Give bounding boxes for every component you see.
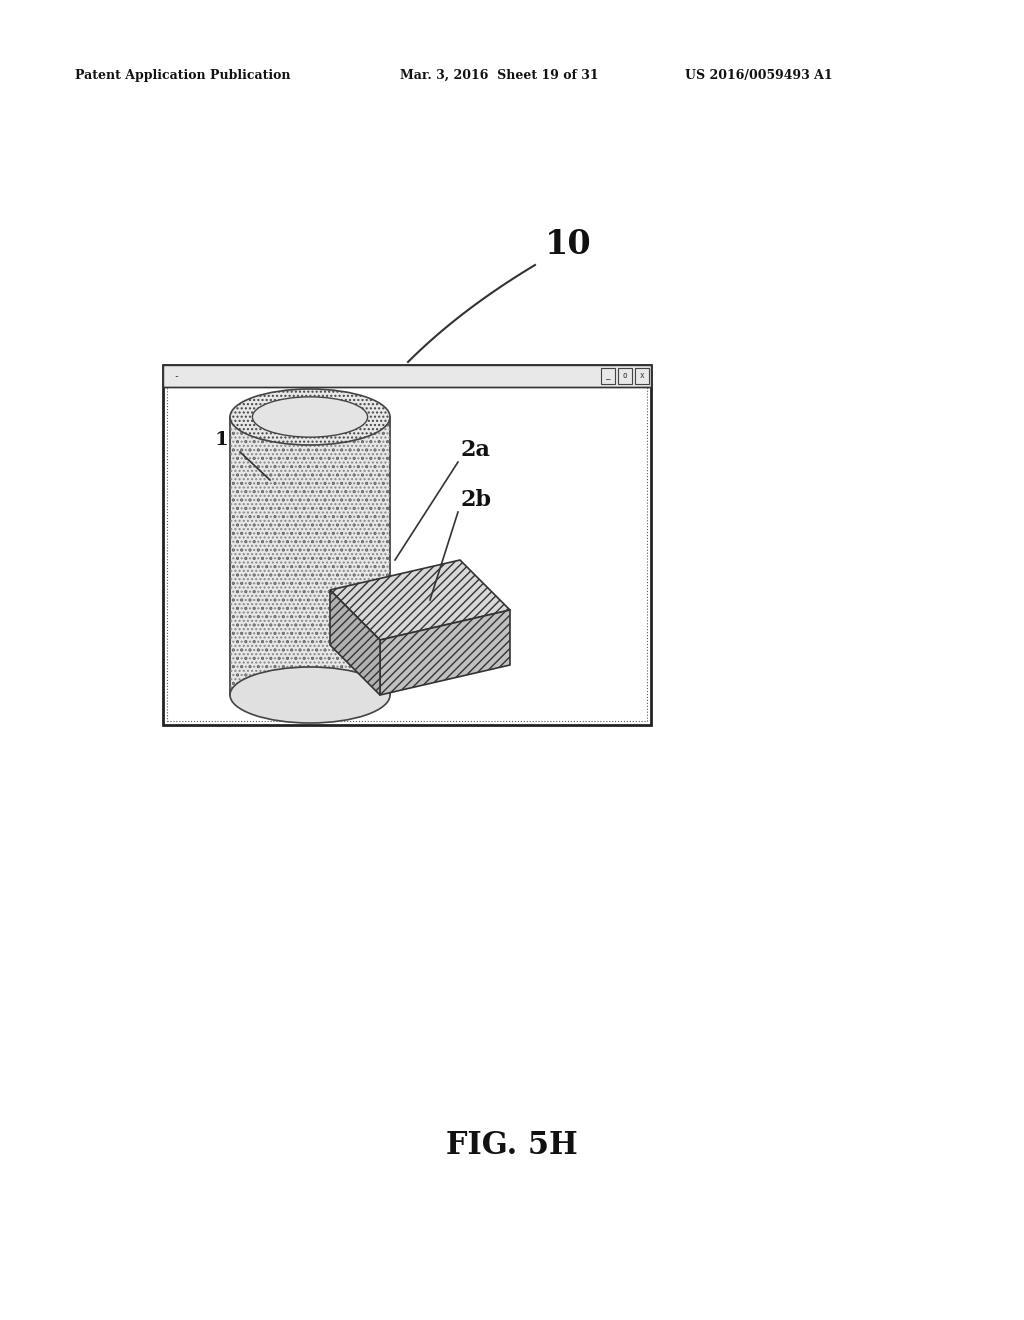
- Text: FIG. 5H: FIG. 5H: [446, 1130, 578, 1160]
- Bar: [167, 370, 647, 721]
- Text: o: o: [623, 371, 628, 380]
- Text: x: x: [640, 371, 644, 380]
- Text: -: -: [173, 371, 179, 381]
- Bar: [635, 368, 649, 384]
- Polygon shape: [330, 590, 380, 696]
- Ellipse shape: [230, 667, 390, 723]
- Text: Patent Application Publication: Patent Application Publication: [75, 69, 291, 82]
- Polygon shape: [330, 560, 510, 640]
- Bar: [230, 417, 390, 696]
- Text: Mar. 3, 2016  Sheet 19 of 31: Mar. 3, 2016 Sheet 19 of 31: [400, 69, 599, 82]
- Text: 1: 1: [215, 432, 228, 449]
- Text: 2b: 2b: [460, 488, 490, 511]
- Ellipse shape: [230, 389, 390, 445]
- Bar: [163, 366, 651, 387]
- Ellipse shape: [252, 397, 368, 437]
- Bar: [601, 368, 615, 384]
- Text: 10: 10: [545, 228, 592, 261]
- Bar: [163, 366, 651, 725]
- Text: US 2016/0059493 A1: US 2016/0059493 A1: [685, 69, 833, 82]
- Bar: [618, 368, 632, 384]
- Bar: [230, 417, 390, 696]
- Text: _: _: [605, 371, 610, 380]
- Text: 2a: 2a: [460, 440, 489, 461]
- Polygon shape: [380, 610, 510, 696]
